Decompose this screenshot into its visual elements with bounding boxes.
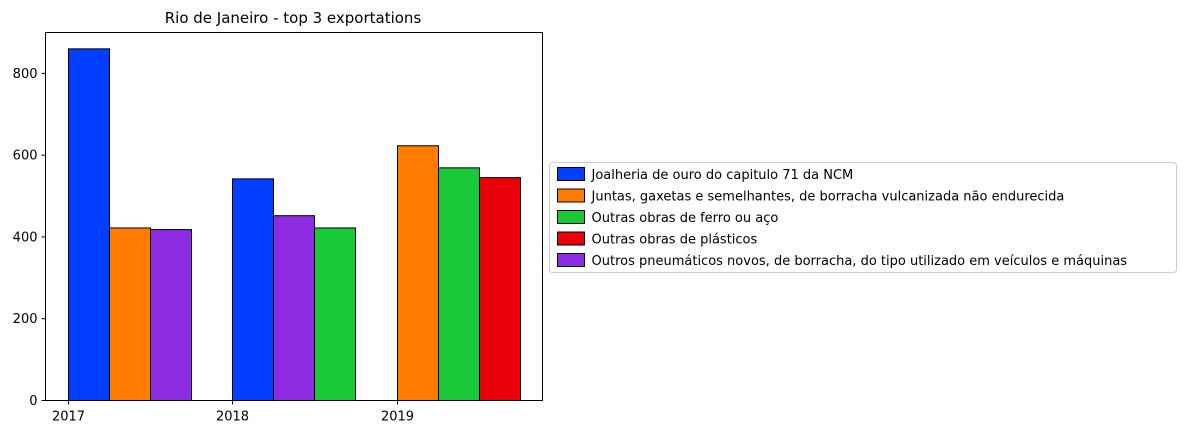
plot-frame (45, 32, 543, 401)
legend-swatch (557, 231, 585, 246)
bar-2018-3 (314, 227, 356, 401)
x-tick-label: 2017 (52, 410, 85, 425)
bar-2018-2 (273, 215, 315, 401)
bar-2017-1 (68, 48, 110, 401)
legend-label: Outras obras de ferro ou aço (592, 211, 779, 226)
y-tick-label: 0 (29, 394, 37, 409)
y-tick-label: 200 (13, 312, 38, 327)
y-tick-label: 800 (13, 67, 38, 82)
legend-label: Joalheria de ouro do capitulo 71 da NCM (591, 168, 854, 183)
legend-label: Outros pneumáticos novos, de borracha, d… (592, 254, 1128, 269)
x-tick-label: 2018 (216, 410, 249, 425)
legend: Joalheria de ouro do capitulo 71 da NCM J… (549, 162, 1177, 273)
legend-swatch (557, 210, 585, 224)
bar-2019-1 (397, 145, 439, 401)
y-axis: 0 200 400 600 800 (13, 67, 46, 409)
legend-frame (549, 162, 1177, 273)
legend-swatch (557, 253, 585, 267)
bar-2019-2 (438, 167, 480, 401)
legend-label: Outras obras de plásticos (592, 233, 758, 248)
y-tick-label: 600 (13, 149, 38, 164)
bar-2019-3 (479, 177, 521, 401)
x-axis: 2017 2018 2019 (52, 400, 414, 425)
legend-swatch (557, 167, 585, 181)
y-tick-label: 400 (13, 230, 38, 245)
bars-layer (68, 48, 521, 401)
x-tick-label: 2019 (381, 410, 414, 425)
bar-2018-1 (232, 178, 274, 401)
bar-2017-2 (109, 227, 151, 401)
legend-label: Juntas, gaxetas e semelhantes, de borrac… (591, 190, 1065, 205)
chart-title: Rio de Janeiro - top 3 exportations (165, 9, 422, 27)
bar-2017-3 (150, 229, 192, 401)
legend-swatch (557, 188, 585, 203)
